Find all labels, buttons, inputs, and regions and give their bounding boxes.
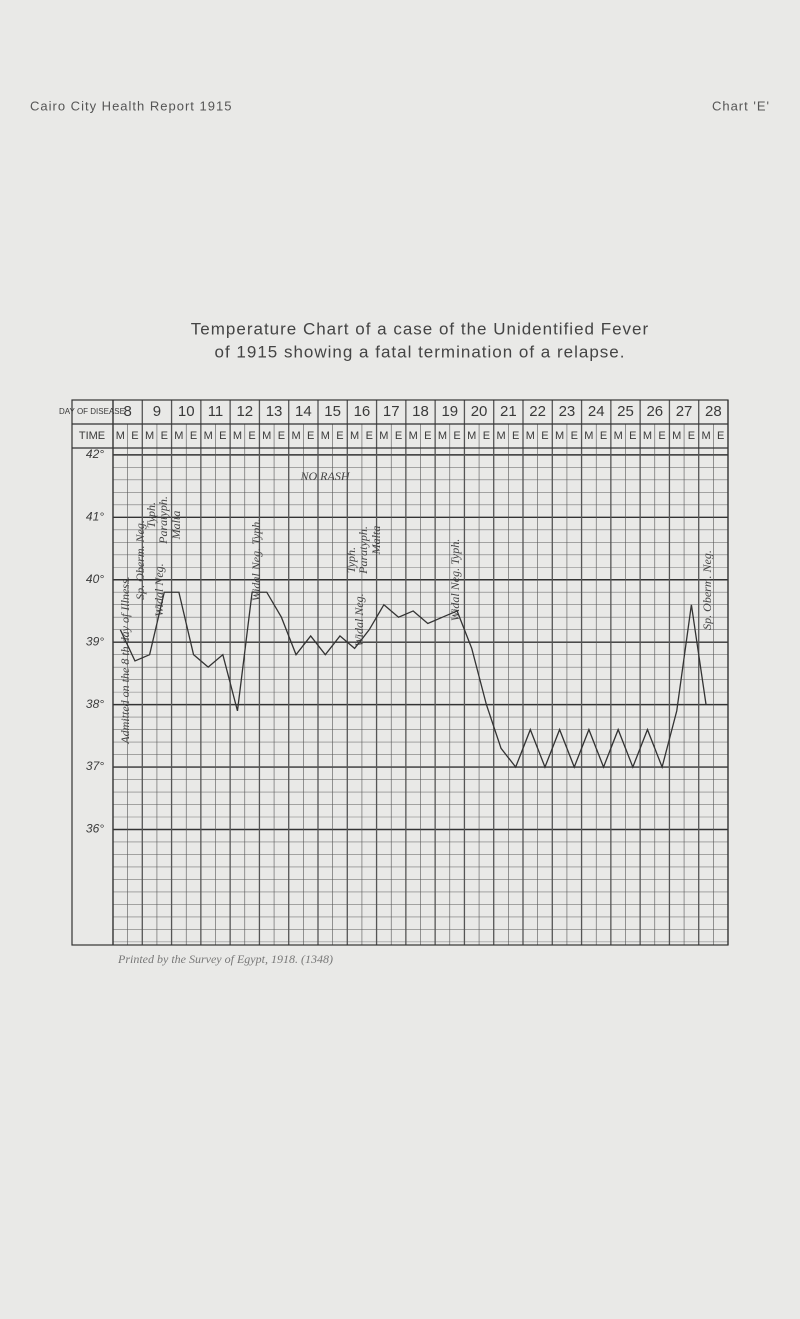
y-tick-label: 41° <box>86 509 104 523</box>
annotation: Typh. <box>144 502 158 528</box>
day-label: 10 <box>178 403 195 420</box>
temperature-line <box>119 591 707 770</box>
x-tick-label: M <box>262 430 271 442</box>
day-label: 12 <box>236 403 253 420</box>
x-tick-label: E <box>161 430 168 442</box>
annotation: Paratyph. <box>356 526 370 575</box>
annotation: Admitted on the 8 th day of Illness. <box>118 576 132 744</box>
day-label: 24 <box>588 403 605 420</box>
day-label: 13 <box>266 403 283 420</box>
annotation: Typh. <box>344 547 358 573</box>
day-label: 21 <box>500 403 517 420</box>
annotation: Sp. Oberm. Neg. <box>133 520 147 600</box>
annotation: Malta <box>169 511 183 541</box>
x-tick-label: M <box>584 430 593 442</box>
x-tick-label: M <box>204 430 213 442</box>
x-tick-label: E <box>366 430 373 442</box>
x-tick-label: M <box>174 430 183 442</box>
x-tick-label: E <box>717 430 724 442</box>
x-tick-label: E <box>248 430 255 442</box>
annotation: Widal Neg. Typh. <box>249 519 263 601</box>
x-tick-label: M <box>496 430 505 442</box>
y-tick-label: 36° <box>86 822 104 836</box>
day-label: 22 <box>529 403 546 420</box>
day-label: 11 <box>208 403 224 420</box>
x-tick-label: M <box>701 430 710 442</box>
x-tick-label: M <box>672 430 681 442</box>
day-label: 14 <box>295 403 312 420</box>
annotation: Widal Neg. <box>352 593 366 646</box>
annotation: NO RASH <box>300 469 351 483</box>
day-label: 25 <box>617 403 634 420</box>
y-tick-label: 40° <box>86 572 104 586</box>
y-tick-label: 38° <box>86 697 104 711</box>
day-label: 15 <box>324 403 341 420</box>
x-tick-label: M <box>116 430 125 442</box>
x-tick-label: M <box>438 430 447 442</box>
annotation: Malta <box>369 526 383 556</box>
x-tick-label: E <box>307 430 314 442</box>
x-tick-label: M <box>350 430 359 442</box>
x-tick-label: E <box>424 430 431 442</box>
row-label: DAY OF DISEASE <box>59 407 125 416</box>
x-tick-label: E <box>688 430 695 442</box>
day-label: 20 <box>471 403 488 420</box>
chart-title: Temperature Chart of a case of the Unide… <box>191 319 649 338</box>
x-tick-label: E <box>600 430 607 442</box>
annotation: Paratyph. <box>156 496 170 545</box>
day-label: 17 <box>383 403 400 420</box>
x-tick-label: E <box>278 430 285 442</box>
day-label: 9 <box>153 403 161 420</box>
x-tick-label: E <box>541 430 548 442</box>
y-tick-label: 39° <box>86 634 104 648</box>
chart-subtitle: of 1915 showing a fatal termination of a… <box>215 342 626 361</box>
x-tick-label: M <box>379 430 388 442</box>
day-label: 8 <box>123 403 131 420</box>
day-label: 26 <box>646 403 663 420</box>
x-tick-label: M <box>643 430 652 442</box>
frame <box>71 399 729 946</box>
x-tick-label: E <box>483 430 490 442</box>
x-tick-label: E <box>190 430 197 442</box>
x-tick-label: M <box>409 430 418 442</box>
x-tick-label: E <box>453 430 460 442</box>
x-tick-label: M <box>145 430 154 442</box>
y-tick-label: 37° <box>86 759 104 773</box>
day-label: 27 <box>676 403 693 420</box>
day-label: 18 <box>412 403 429 420</box>
footnote: Printed by the Survey of Egypt, 1918. (1… <box>117 952 333 966</box>
x-tick-label: M <box>291 430 300 442</box>
x-tick-label: M <box>555 430 564 442</box>
x-tick-label: E <box>336 430 343 442</box>
x-tick-label: M <box>467 430 476 442</box>
annotation: Sp. Oberm. Neg. <box>700 550 714 630</box>
x-tick-label: E <box>658 430 665 442</box>
header-left: Cairo City Health Report 1915 <box>30 98 232 113</box>
x-tick-label: M <box>233 430 242 442</box>
y-tick-label: 42° <box>86 447 104 461</box>
day-label: 23 <box>559 403 576 420</box>
day-label: 16 <box>354 403 371 420</box>
day-label: 19 <box>441 403 458 420</box>
x-tick-label: E <box>219 430 226 442</box>
row-label: TIME <box>79 430 105 442</box>
x-tick-label: M <box>526 430 535 442</box>
x-tick-label: M <box>614 430 623 442</box>
x-tick-label: E <box>571 430 578 442</box>
day-label: 28 <box>705 403 722 420</box>
header-right: Chart 'E' <box>712 98 770 113</box>
annotation: Widal Neg. <box>152 563 166 616</box>
x-tick-label: E <box>629 430 636 442</box>
x-tick-label: E <box>131 430 138 442</box>
annotation: Widal Neg. Typh. <box>448 539 462 621</box>
x-tick-label: M <box>321 430 330 442</box>
x-tick-label: E <box>512 430 519 442</box>
x-tick-label: E <box>395 430 402 442</box>
